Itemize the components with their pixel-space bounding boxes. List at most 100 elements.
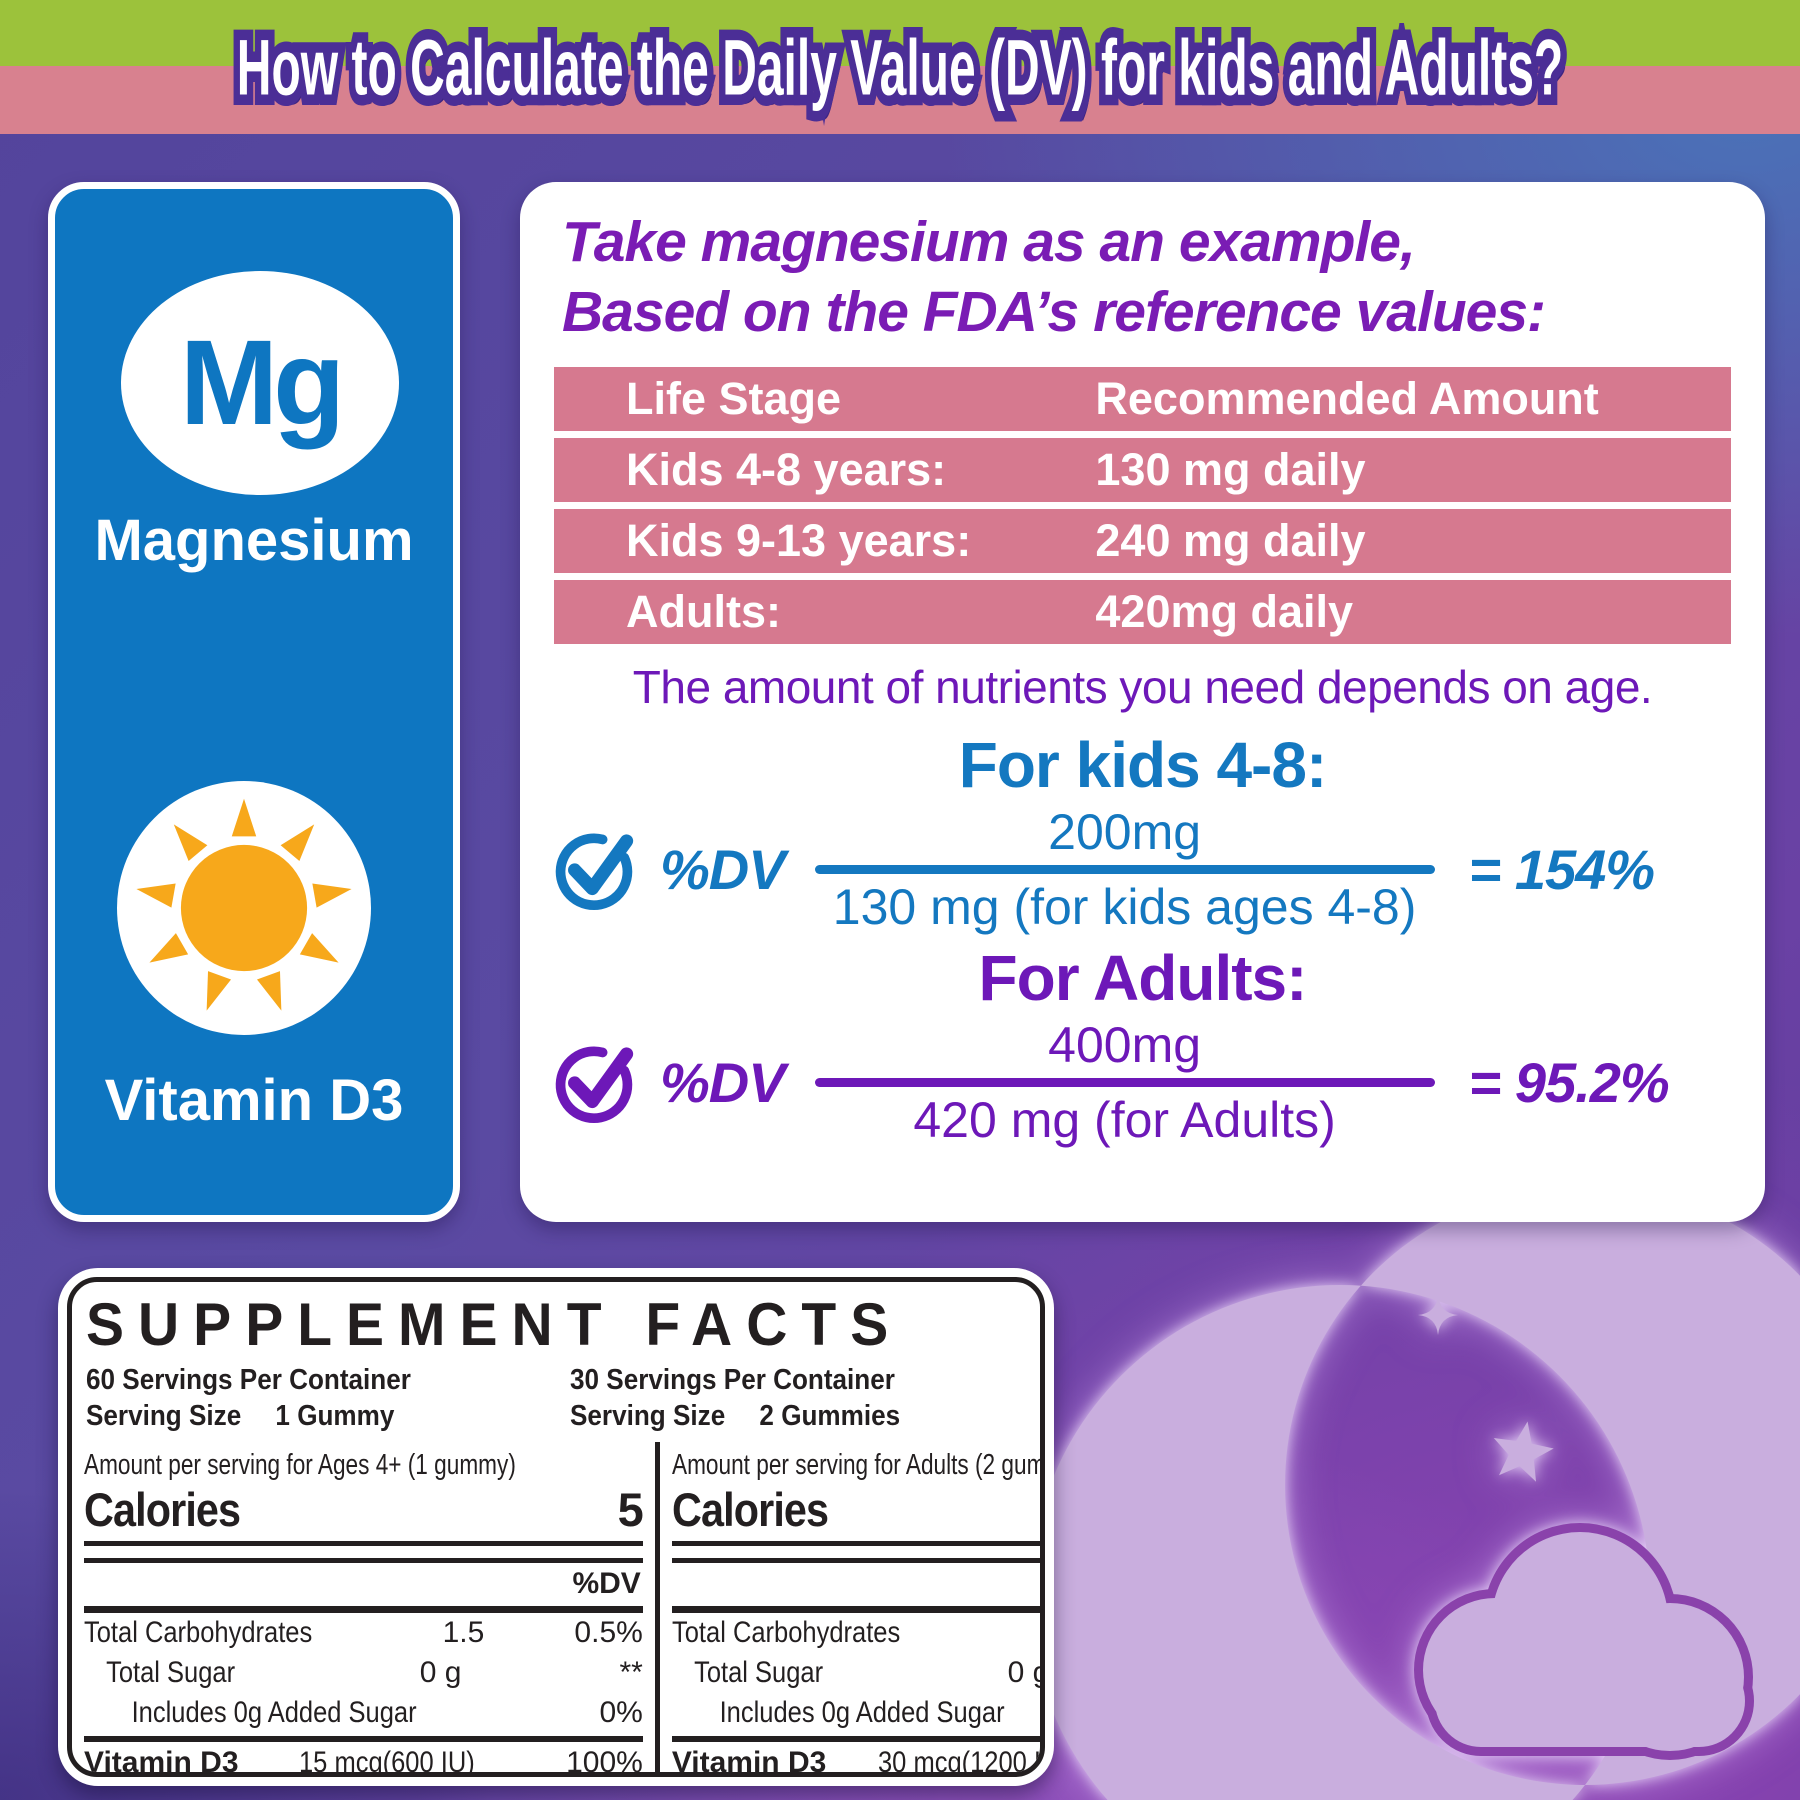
nutrient-row: Total Carbohydrates 1.5 0.5% — [84, 1613, 643, 1653]
nutrient-name: Includes 0g Added Sugar — [131, 1695, 417, 1729]
serving-size-line: Serving Size 1 Gummy — [86, 1398, 394, 1434]
nutrient-amount: 0 g — [419, 1655, 462, 1689]
kids-formula-heading: For kids 4-8: — [958, 729, 1328, 802]
table-row: Adults: 420mg daily — [554, 580, 1731, 645]
mg-symbol: Mg — [179, 315, 345, 451]
dv-column-header: %DV — [572, 1566, 641, 1600]
calories-label: Calories — [84, 1482, 241, 1536]
night-sky-decoration — [1040, 1215, 1800, 1800]
star-icon — [1487, 1416, 1558, 1484]
vitamin-name: Vitamin D3 — [671, 1745, 827, 1777]
nutrient-row: Total Sugar 0 g ** — [672, 1653, 1040, 1693]
table-row: Kids 9-13 years: 240 mg daily — [554, 509, 1731, 574]
serving-size-label: Serving Size — [86, 1400, 242, 1433]
serving-size-value: 1 Gummy — [275, 1400, 395, 1433]
vitamin-dv: 100% — [566, 1745, 643, 1777]
sun-icon — [134, 798, 354, 1015]
result-value: = 154% — [1468, 838, 1655, 902]
check-circle-icon — [555, 1046, 634, 1123]
sun-badge — [117, 781, 371, 1035]
calories-row: Calories 5 — [84, 1482, 644, 1537]
supplement-facts-panel: SUPPLEMENT FACTS 60 Servings Per Contain… — [58, 1268, 1054, 1786]
rule — [671, 1735, 1040, 1742]
row-stage: Adults: — [626, 586, 781, 638]
page-title-outline: How to Calculate the Daily Value (DV) fo… — [230, 12, 1569, 122]
nutrient-amount: 1.5 — [442, 1615, 485, 1649]
calories-value: 5 — [617, 1482, 644, 1536]
servings-count: 60 Servings Per Container — [86, 1364, 411, 1396]
supplement-facts-title: SUPPLEMENT FACTS — [86, 1291, 903, 1359]
row-stage: Kids 9-13 years: — [626, 515, 972, 567]
nutrient-name: Includes 0g Added Sugar — [719, 1695, 1005, 1729]
vitamin-d3-row: Vitamin D3 15 mcg(600 IU) 100% (as Chole… — [84, 1745, 643, 1777]
rule — [84, 1735, 643, 1742]
moon-icon — [1040, 1215, 1800, 1800]
servings-count: 30 Servings Per Container — [570, 1364, 895, 1396]
nutrient-row: Total Sugar 0 g ** — [84, 1653, 643, 1693]
serving-size-label: Serving Size — [570, 1400, 726, 1433]
nutrient-row: Total Carbohydrates 3 1% — [671, 1613, 1040, 1653]
vitamin-d3-label: Vitamin D3 — [104, 1068, 404, 1133]
fraction: 200mg 130 mg (for kids ages 4-8) — [814, 804, 1435, 936]
double-rule — [671, 1540, 1040, 1563]
dv-example-panel: Take magnesium as an example, Based on t… — [520, 182, 1765, 1222]
denominator: 130 mg (for kids ages 4-8) — [832, 879, 1417, 936]
nutrient-amount: 3 — [940, 1616, 1040, 1650]
fraction: 400mg 420 mg (for Adults) — [814, 1017, 1435, 1149]
ingredient-panel: Mg Magnesium Vitamin D3 — [48, 182, 460, 1222]
life-stage-header: Life Stage — [626, 373, 842, 425]
example-heading: Take magnesium as an example, Based on t… — [562, 208, 1765, 347]
check-circle-icon — [555, 833, 634, 910]
row-stage: Kids 4-8 years: — [626, 444, 947, 496]
nutrient-name: Total Sugar — [106, 1655, 236, 1689]
rule — [671, 1605, 1040, 1613]
servings-header: 60 Servings Per Container Serving Size 1 … — [72, 1356, 1040, 1435]
result-value: = 95.2% — [1468, 1051, 1670, 1115]
example-heading-line2: Based on the FDA’s reference values: — [562, 279, 1546, 344]
denominator: 420 mg (for Adults) — [913, 1092, 1336, 1149]
cloud-icon — [1414, 1523, 1754, 1760]
numerator: 400mg — [1048, 1017, 1202, 1074]
nutrient-row: Includes 0g Added Sugar 0% — [672, 1693, 1040, 1733]
nutrient-name: Total Sugar — [693, 1655, 823, 1689]
dv-label: %DV — [660, 838, 786, 902]
calories-label: Calories — [671, 1482, 829, 1536]
page-title: How to Calculate the Daily Value (DV) fo… — [236, 22, 1564, 112]
adults-formula-heading: For Adults: — [978, 942, 1308, 1015]
amount-per-serving-header: Amount per serving for Adults (2 gummies… — [671, 1448, 1045, 1481]
reference-table-header: Life Stage Recommended Amount — [554, 367, 1731, 432]
nutrient-row: Includes 0g Added Sugar 0% — [84, 1693, 643, 1733]
nutrient-dv: 0% — [599, 1695, 643, 1729]
reference-table: Life Stage Recommended Amount Kids 4-8 y… — [554, 367, 1731, 645]
magnesium-label: Magnesium — [94, 508, 414, 573]
vitamin-d3-row: Vitamin D3 30 mcg(1200 IU) 150% (as Chol… — [671, 1745, 1042, 1777]
serving-size-line: Serving Size 2 Gummies — [570, 1398, 900, 1434]
mg-badge-icon: Mg — [121, 271, 399, 495]
row-amount: 240 mg daily — [1095, 515, 1366, 567]
servings-left: 60 Servings Per Container Serving Size 1 … — [72, 1362, 556, 1435]
fraction-bar — [814, 865, 1435, 875]
nutrient-name: Total Carbohydrates — [671, 1615, 901, 1649]
example-heading-line1: Take magnesium as an example, — [562, 210, 1416, 274]
dv-label: %DV — [660, 1051, 786, 1115]
kids-dv-formula: %DV 200mg 130 mg (for kids ages 4-8) = 1… — [520, 804, 1765, 935]
servings-right: 30 Servings Per Container Serving Size 2 … — [556, 1362, 1040, 1435]
vitamin-amount: 30 mcg(1200 IU) — [878, 1745, 1042, 1777]
row-amount: 420mg daily — [1095, 586, 1354, 638]
rule — [84, 1605, 643, 1613]
row-amount: 130 mg daily — [1095, 444, 1366, 496]
vitamin-amount: 15 mcg(600 IU) — [298, 1745, 475, 1777]
numerator: 200mg — [1048, 804, 1202, 861]
double-rule — [84, 1540, 643, 1563]
serving-size-value: 2 Gummies — [759, 1400, 901, 1433]
fraction-bar — [814, 1078, 1435, 1088]
vitamin-name: Vitamin D3 — [84, 1745, 239, 1777]
facts-column-kids: Amount per serving for Ages 4+ (1 gummy)… — [72, 1442, 655, 1777]
facts-column-adults: Amount per serving for Adults (2 gummies… — [654, 1441, 1045, 1777]
adults-dv-formula: %DV 400mg 420 mg (for Adults) = 95.2% — [520, 1017, 1765, 1148]
table-row: Kids 4-8 years: 130 mg daily — [554, 438, 1731, 503]
nutrient-dv: ** — [619, 1655, 643, 1689]
amount-per-serving-header: Amount per serving for Ages 4+ (1 gummy) — [84, 1448, 516, 1481]
calories-row: Calories 10 — [671, 1482, 1040, 1537]
nutrient-amount: 0 g — [1007, 1655, 1040, 1689]
